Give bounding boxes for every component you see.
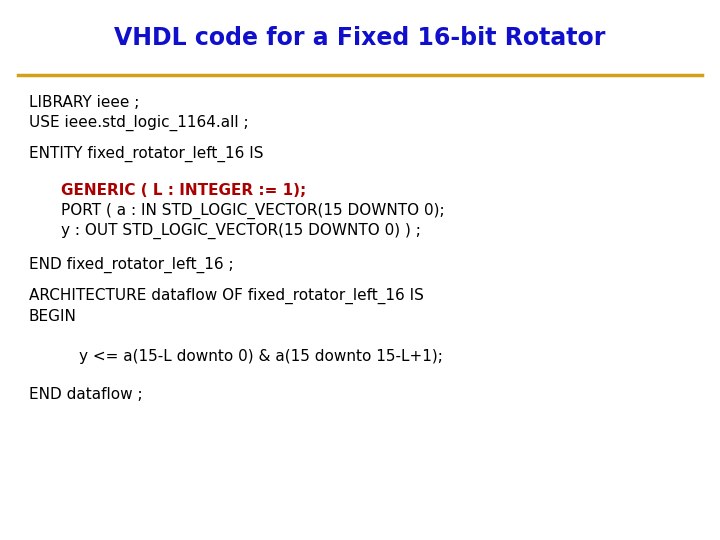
Text: END dataflow ;: END dataflow ; <box>29 387 143 402</box>
Text: ARCHITECTURE dataflow OF fixed_rotator_left_16 IS: ARCHITECTURE dataflow OF fixed_rotator_l… <box>29 288 423 304</box>
Text: PORT ( a : IN STD_LOGIC_VECTOR(15 DOWNTO 0);: PORT ( a : IN STD_LOGIC_VECTOR(15 DOWNTO… <box>61 202 445 219</box>
Text: y : OUT STD_LOGIC_VECTOR(15 DOWNTO 0) ) ;: y : OUT STD_LOGIC_VECTOR(15 DOWNTO 0) ) … <box>61 223 421 239</box>
Text: BEGIN: BEGIN <box>29 309 76 324</box>
Text: LIBRARY ieee ;: LIBRARY ieee ; <box>29 95 139 110</box>
Text: VHDL code for a Fixed 16-bit Rotator: VHDL code for a Fixed 16-bit Rotator <box>114 26 606 50</box>
Text: END fixed_rotator_left_16 ;: END fixed_rotator_left_16 ; <box>29 256 233 273</box>
Text: ENTITY fixed_rotator_left_16 IS: ENTITY fixed_rotator_left_16 IS <box>29 146 264 162</box>
Text: USE ieee.std_logic_1164.all ;: USE ieee.std_logic_1164.all ; <box>29 115 248 131</box>
Text: y <= a(15-L downto 0) & a(15 downto 15-L+1);: y <= a(15-L downto 0) & a(15 downto 15-L… <box>79 349 443 364</box>
Text: GENERIC ( L : INTEGER := 1);: GENERIC ( L : INTEGER := 1); <box>61 183 307 198</box>
